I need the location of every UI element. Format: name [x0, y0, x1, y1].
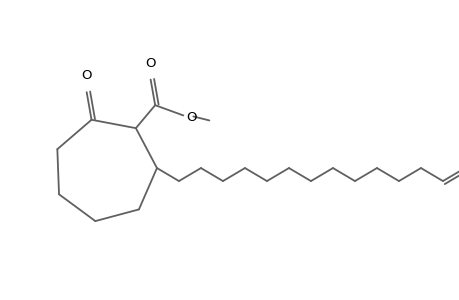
Text: O: O	[186, 111, 196, 124]
Text: O: O	[81, 69, 92, 82]
Text: O: O	[145, 57, 156, 70]
